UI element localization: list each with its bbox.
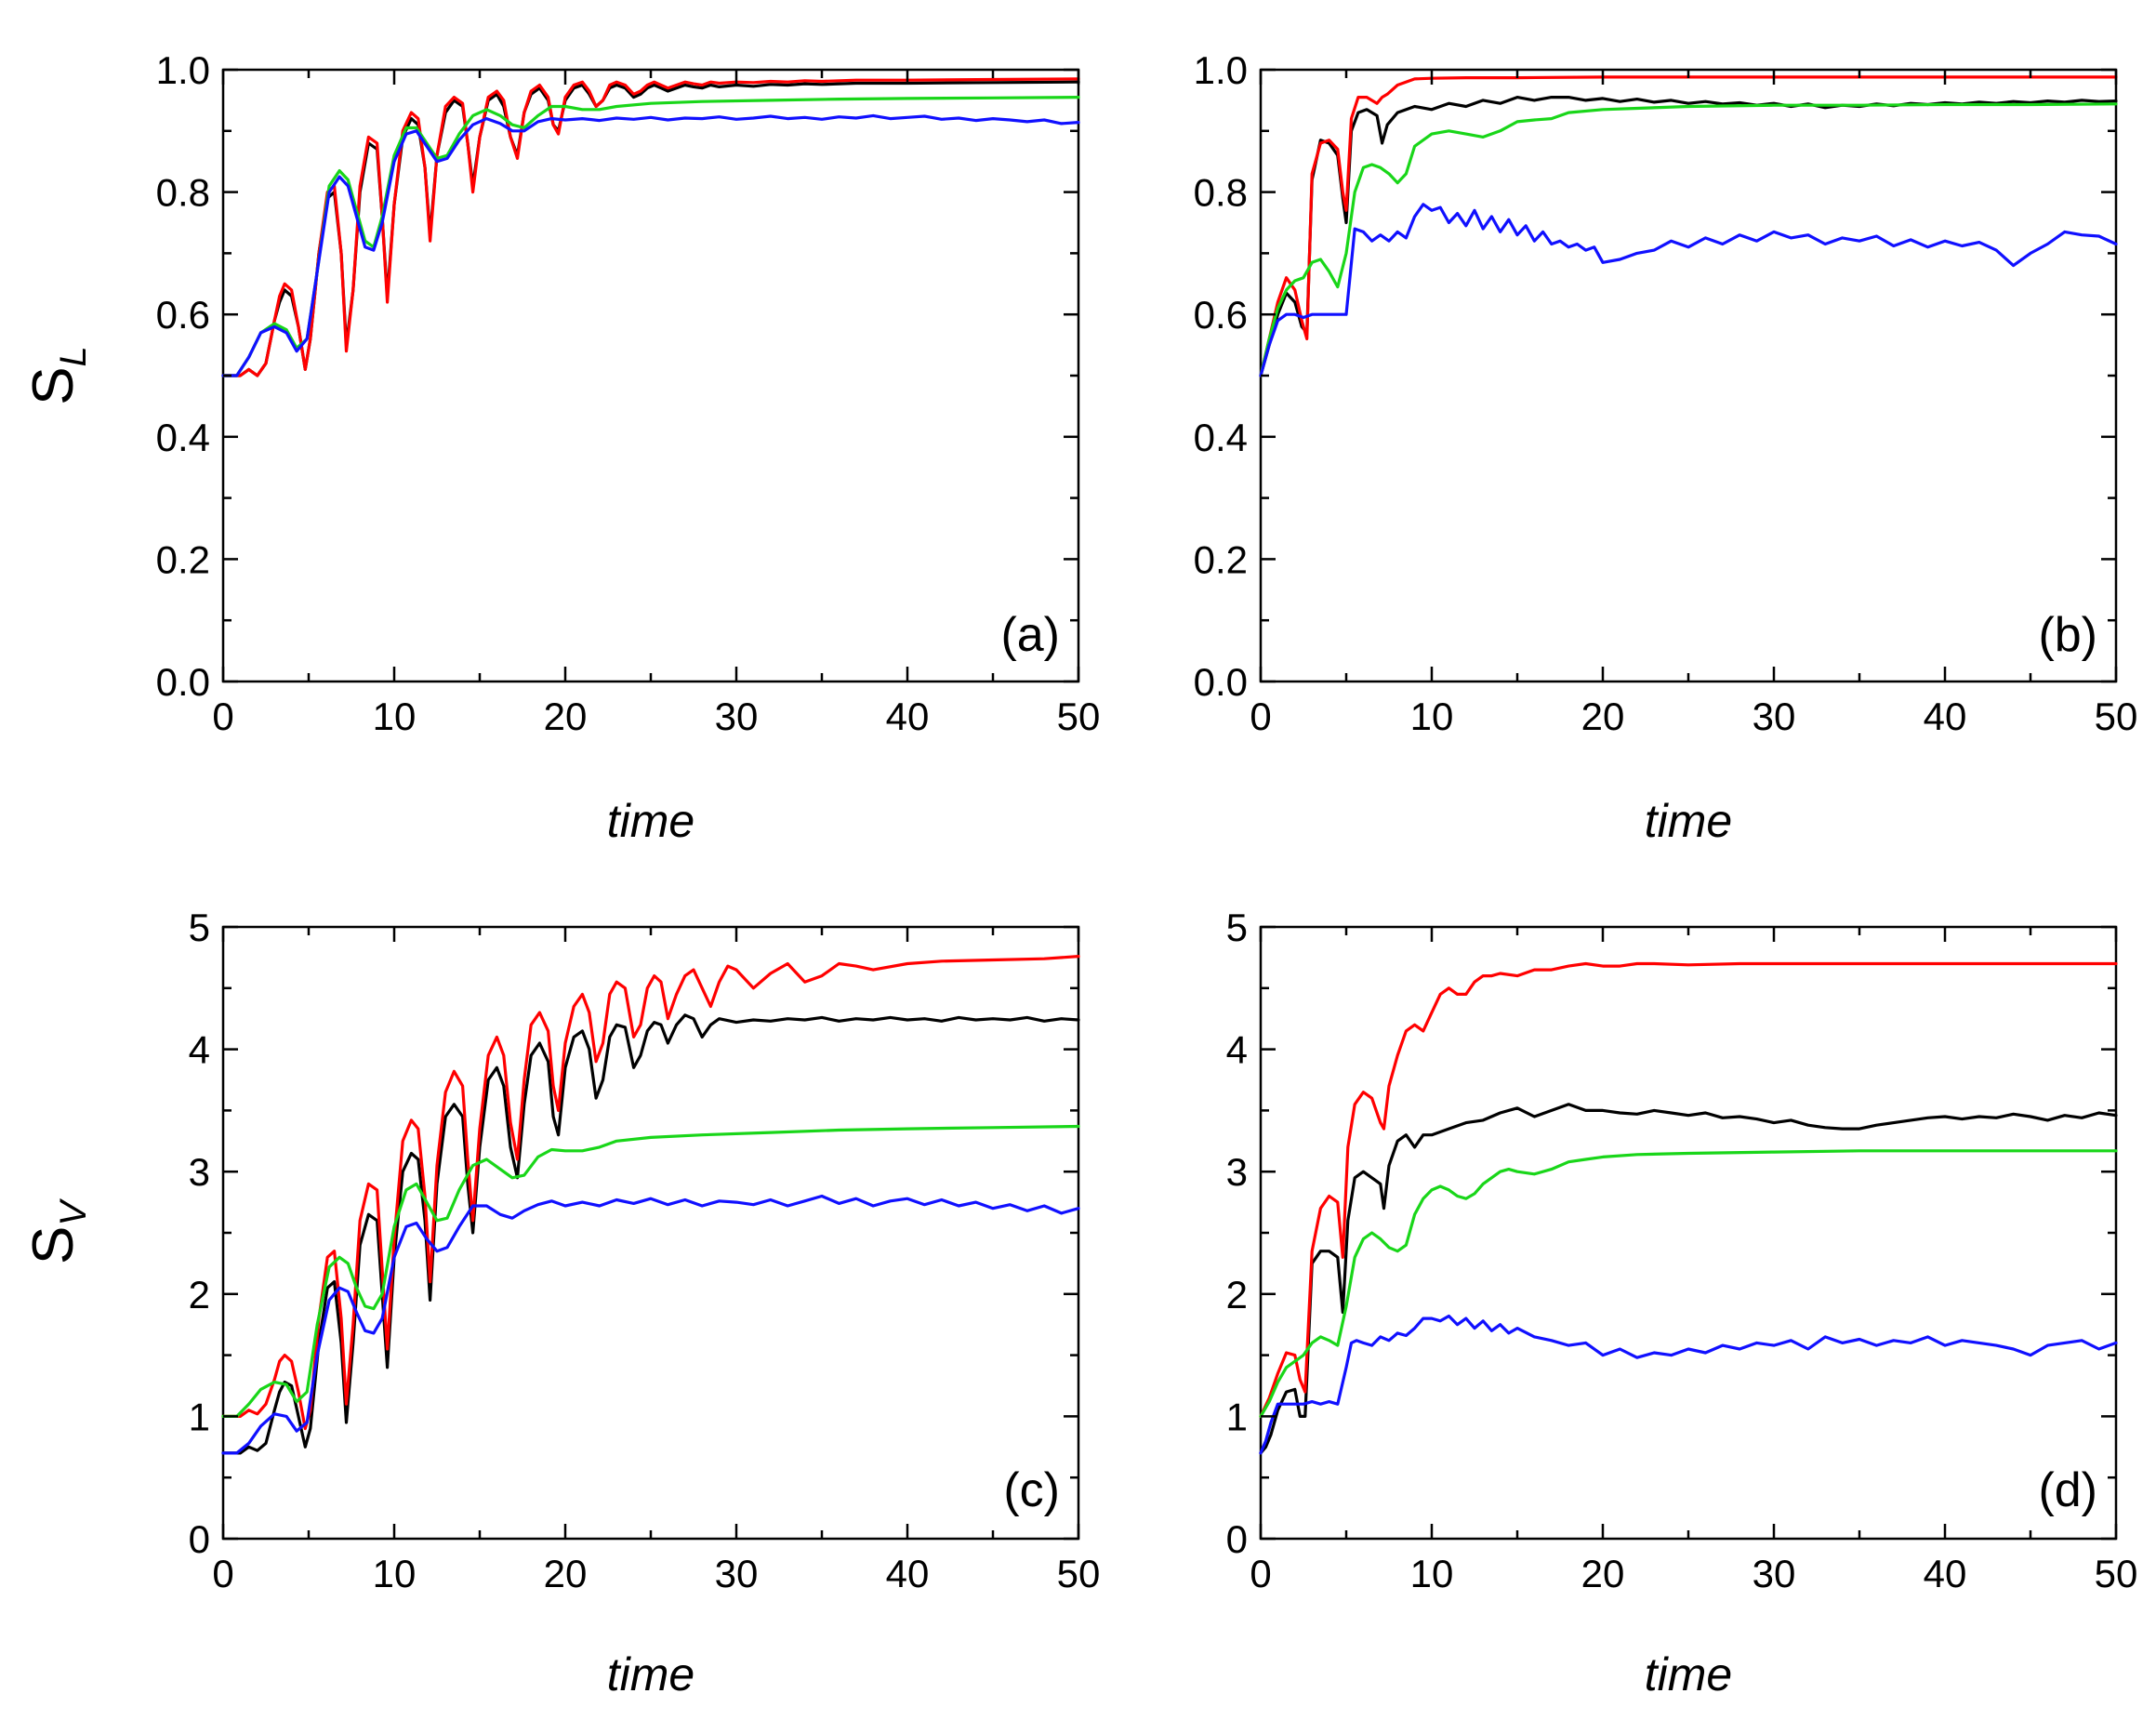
panel-d-ytick-label: 4 [1226,1028,1248,1072]
panel-b-xlabel: time [1645,795,1732,847]
panel-c-series-red-line [221,955,1080,1431]
panel-b-ytick-label: 0.0 [1194,660,1248,704]
panel-d-xlabel: time [1645,1648,1732,1700]
panel-d-label: (d) [2038,1463,2097,1517]
panel-a-series [221,77,1080,377]
panel-b-ytick-label: 0.8 [1194,171,1248,215]
panel-c-xtick-label: 10 [373,1552,417,1595]
panel-c-xlabel: time [607,1648,694,1700]
panel-d-ytick-label: 5 [1226,906,1248,949]
panel-b-series [1259,75,2118,377]
panel-a-ylabel: SL [21,346,94,405]
panel-b: 0 10 20 30 40 50 0.0 0.2 0.4 0.6 0.8 1.0 (b) time [1194,48,2138,847]
panel-d-ytick-label: 1 [1226,1395,1248,1438]
panel-b-xtick-label: 50 [2095,695,2138,738]
panel-c-series-blue-line [221,1194,1080,1455]
panel-c-xtick-label: 0 [212,1552,233,1595]
panel-d-axes: 0 10 20 30 40 50 0 1 2 3 4 5 [1226,906,2138,1595]
panel-b-label: (b) [2038,608,2097,662]
panel-d-xtick-label: 20 [1581,1552,1625,1595]
panel-b-ytick-label: 1.0 [1194,48,1248,92]
panel-d-xtick-label: 30 [1753,1552,1796,1595]
panel-c-ytick-label: 2 [189,1273,210,1316]
panel-a-ytick-label: 1.0 [156,48,210,92]
panel-b-series-green-line [1259,102,2118,377]
panel-c-ytick-label: 1 [189,1395,210,1438]
panel-c-axes: 0 10 20 30 40 50 0 1 2 3 4 5 [189,906,1101,1595]
panel-d: 0 10 20 30 40 50 0 1 2 3 4 5 (d) time [1226,906,2138,1700]
panel-c-xtick-label: 30 [715,1552,759,1595]
panel-c-series-green-line [221,1124,1080,1418]
panel-d-xtick-label: 10 [1410,1552,1454,1595]
panel-b-xtick-label: 40 [1924,695,1967,738]
panel-d-series [1259,961,2118,1455]
panel-a: 0 10 20 30 40 50 0.0 0.2 0.4 0.6 0.8 1.0 (a) time S… [21,48,1100,847]
panel-d-xtick-label: 40 [1924,1552,1967,1595]
panel-d-ytick-label: 3 [1226,1150,1248,1194]
panel-b-xtick-label: 20 [1581,695,1625,738]
panel-c-ytick-label: 5 [189,906,210,949]
panel-a-ytick-label: 0.2 [156,537,210,581]
panel-a-xtick-label: 50 [1057,695,1101,738]
panel-a-xtick-label: 0 [212,695,233,738]
panel-a-label: (a) [1000,608,1060,662]
panel-d-series-green-line [1259,1149,2118,1418]
panel-c-label: (c) [1003,1463,1060,1517]
panel-b-axes: 0 10 20 30 40 50 0.0 0.2 0.4 0.6 0.8 1.0 [1194,48,2138,738]
panel-c-ytick-label: 0 [189,1517,210,1561]
panel-a-ylabel-main: S [21,366,86,404]
panel-a-ytick-label: 0.6 [156,293,210,337]
panel-c-ylabel-main: S [21,1226,86,1264]
panel-a-xtick-label: 20 [544,695,588,738]
panel-a-series-blue-line [221,113,1080,377]
panel-d-series-blue-line [1259,1314,2118,1455]
panel-c-ytick-label: 4 [189,1028,210,1072]
panel-c: 0 10 20 30 40 50 0 1 2 3 4 5 (c) time SV [21,906,1100,1700]
panel-c-xtick-label: 20 [544,1552,588,1595]
panel-a-ytick-label: 0.0 [156,660,210,704]
panel-b-xtick-label: 30 [1753,695,1796,738]
panel-b-xtick-label: 0 [1250,695,1271,738]
panel-d-ytick-label: 2 [1226,1273,1248,1316]
panel-b-ytick-label: 0.4 [1194,416,1248,459]
panel-d-ytick-label: 0 [1226,1517,1248,1561]
panel-a-ylabel-sub: L [53,346,94,366]
panel-d-xtick-label: 50 [2095,1552,2138,1595]
panel-d-xtick-label: 0 [1250,1552,1271,1595]
panel-a-xtick-label: 40 [886,695,930,738]
panel-a-axes: 0 10 20 30 40 50 0.0 0.2 0.4 0.6 0.8 1.0 [156,48,1101,738]
panel-c-ylabel: SV [21,1198,94,1264]
panel-c-series-black-line [221,1013,1080,1455]
panel-c-ytick-label: 3 [189,1150,210,1194]
panel-c-xtick-label: 50 [1057,1552,1101,1595]
panel-a-xlabel: time [607,795,694,847]
panel-c-xtick-label: 40 [886,1552,930,1595]
panel-a-ytick-label: 0.4 [156,416,210,459]
panel-a-ytick-label: 0.8 [156,171,210,215]
panel-a-xtick-label: 10 [373,695,417,738]
panel-c-series [221,955,1080,1455]
panel-a-xtick-label: 30 [715,695,759,738]
panel-b-ytick-label: 0.6 [1194,293,1248,337]
panel-b-xtick-label: 10 [1410,695,1454,738]
panel-d-series-red-line [1259,961,2118,1418]
panel-b-series-blue-line [1259,203,2118,377]
panel-b-ytick-label: 0.2 [1194,537,1248,581]
panel-c-ylabel-sub: V [53,1198,94,1226]
panel-d-series-black-line [1259,1103,2118,1455]
panel-b-series-red-line [1259,75,2118,377]
